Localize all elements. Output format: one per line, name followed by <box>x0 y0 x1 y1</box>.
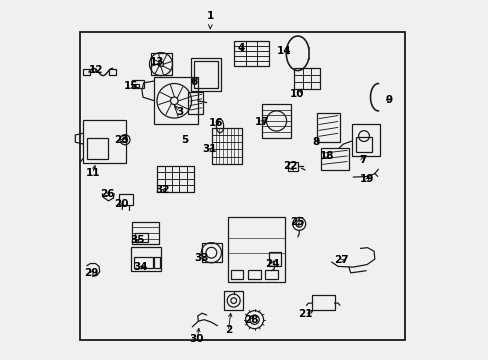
Text: 21: 21 <box>297 309 312 319</box>
Bar <box>230 270 243 279</box>
Text: 19: 19 <box>359 174 373 184</box>
Bar <box>191 58 220 91</box>
Text: 5: 5 <box>181 135 188 145</box>
Bar <box>268 252 280 266</box>
Bar <box>228 217 285 282</box>
Bar <box>134 257 152 268</box>
Text: 7: 7 <box>358 155 366 165</box>
Text: 31: 31 <box>202 144 216 154</box>
Text: 1: 1 <box>206 11 213 21</box>
Bar <box>188 92 203 114</box>
Text: 22: 22 <box>283 161 297 171</box>
Bar <box>261 104 291 138</box>
Text: 26: 26 <box>100 189 114 199</box>
Bar <box>294 68 320 89</box>
Bar <box>202 243 222 262</box>
Bar <box>83 69 89 75</box>
Bar <box>153 257 160 268</box>
Text: 4: 4 <box>237 42 244 53</box>
Text: 34: 34 <box>133 262 148 272</box>
Bar <box>87 138 107 159</box>
Bar <box>133 84 139 87</box>
Bar <box>311 295 334 310</box>
Bar <box>355 137 371 152</box>
Text: 12: 12 <box>89 65 103 75</box>
Text: 32: 32 <box>155 185 169 195</box>
Bar <box>131 247 160 271</box>
Bar <box>234 41 268 66</box>
Bar <box>224 291 243 310</box>
Text: 29: 29 <box>84 268 99 278</box>
Bar <box>247 270 260 279</box>
Bar <box>212 128 241 164</box>
Bar <box>132 222 159 244</box>
Text: 33: 33 <box>194 253 209 264</box>
Bar <box>317 113 339 142</box>
Text: 2: 2 <box>224 325 231 336</box>
Text: 35: 35 <box>130 235 144 246</box>
Text: 25: 25 <box>290 217 305 228</box>
Text: 28: 28 <box>243 315 258 325</box>
Text: 8: 8 <box>312 137 320 147</box>
Bar <box>119 194 133 205</box>
Bar <box>157 166 194 192</box>
Bar <box>83 120 125 163</box>
Bar <box>134 233 148 242</box>
Text: 23: 23 <box>114 135 128 145</box>
Text: 6: 6 <box>190 77 197 87</box>
Text: 3: 3 <box>176 107 183 117</box>
Bar <box>151 53 171 75</box>
Text: 18: 18 <box>319 150 333 161</box>
Text: 27: 27 <box>334 255 348 265</box>
Text: 10: 10 <box>289 89 304 99</box>
Text: 24: 24 <box>264 258 279 269</box>
Bar <box>80 32 405 340</box>
Text: 14: 14 <box>276 46 291 56</box>
Text: 11: 11 <box>85 168 100 178</box>
Bar <box>351 124 379 156</box>
Bar <box>109 69 116 75</box>
Text: 9: 9 <box>385 95 392 105</box>
Text: 15: 15 <box>123 81 138 91</box>
Bar <box>320 148 348 170</box>
Text: 16: 16 <box>209 118 223 128</box>
Bar <box>288 162 298 171</box>
Text: 17: 17 <box>254 117 268 127</box>
Bar <box>154 77 197 124</box>
Bar <box>132 80 143 88</box>
Bar <box>265 270 277 279</box>
Text: 30: 30 <box>189 334 204 344</box>
Text: 20: 20 <box>114 199 128 210</box>
Text: 13: 13 <box>150 57 164 67</box>
Bar <box>194 61 218 88</box>
